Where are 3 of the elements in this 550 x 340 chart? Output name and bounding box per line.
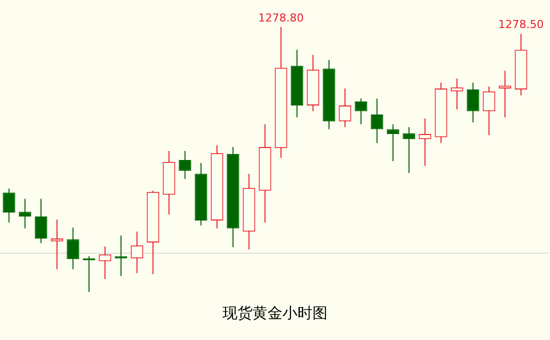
annotation: 1278.50 (498, 18, 544, 32)
annotation: 1278.80 (258, 11, 304, 24)
text: 现货黄金小时图 (222, 304, 328, 323)
